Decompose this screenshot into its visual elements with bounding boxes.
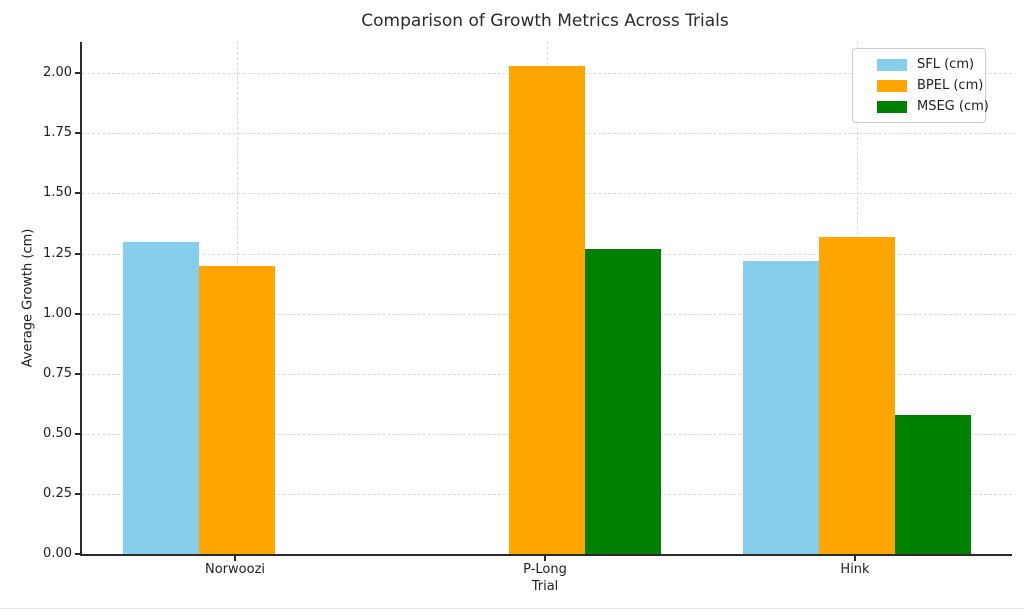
y-tick-label: 0.00 — [43, 546, 72, 561]
y-tick-label: 1.00 — [43, 305, 72, 321]
x-axis-label: Trial — [531, 579, 559, 594]
y-tick-mark — [75, 372, 80, 375]
y-tick-label: 0.25 — [43, 485, 72, 501]
y-tick-mark — [75, 312, 80, 315]
legend-item: BPEL (cm) — [877, 75, 983, 96]
x-tick-label: Norwoozi — [205, 562, 265, 577]
legend: SFL (cm) BPEL (cm) MSEG (cm) — [852, 48, 989, 123]
bar-bpel-hink — [819, 236, 895, 554]
y-tick-label: 0.50 — [43, 425, 72, 441]
chart-title: Comparison of Growth Metrics Across Tria… — [361, 11, 729, 31]
x-tick-mark — [544, 556, 546, 561]
y-tick-label: 1.75 — [43, 125, 72, 141]
y-tick-label: 1.25 — [43, 245, 72, 261]
legend-item: SFL (cm) — [877, 54, 979, 75]
plot-area — [80, 42, 1012, 556]
y-tick-mark — [75, 192, 80, 195]
bar-mseg-p-long — [585, 248, 661, 554]
legend-label: SFL (cm) — [917, 57, 975, 72]
legend-swatch-icon — [877, 58, 907, 71]
x-tick-mark — [234, 556, 236, 561]
legend-label: BPEL (cm) — [917, 78, 984, 93]
y-tick-mark — [75, 252, 80, 255]
bar-sfl-norwoozi — [123, 241, 199, 554]
bar-bpel-p-long — [509, 66, 585, 554]
bar-bpel-norwoozi — [199, 265, 275, 554]
legend-swatch-icon — [877, 79, 907, 92]
x-tick-label: P-Long — [523, 562, 567, 577]
x-tick-label: Hink — [840, 562, 870, 577]
legend-item: MSEG (cm) — [877, 96, 989, 117]
legend-swatch-icon — [877, 100, 907, 113]
bottom-edge-line — [0, 608, 1024, 609]
x-tick-mark — [854, 556, 856, 561]
bar-mseg-hink — [895, 414, 971, 554]
y-tick-label: 2.00 — [43, 65, 72, 81]
y-tick-mark — [75, 132, 80, 135]
y-tick-mark — [75, 492, 80, 495]
y-tick-label: 1.50 — [43, 185, 72, 201]
y-tick-mark — [75, 432, 80, 435]
legend-label: MSEG (cm) — [917, 99, 989, 114]
y-tick-mark — [75, 72, 80, 75]
y-tick-label: 0.75 — [43, 365, 72, 381]
bar-sfl-hink — [743, 260, 819, 554]
y-tick-mark — [75, 553, 80, 555]
